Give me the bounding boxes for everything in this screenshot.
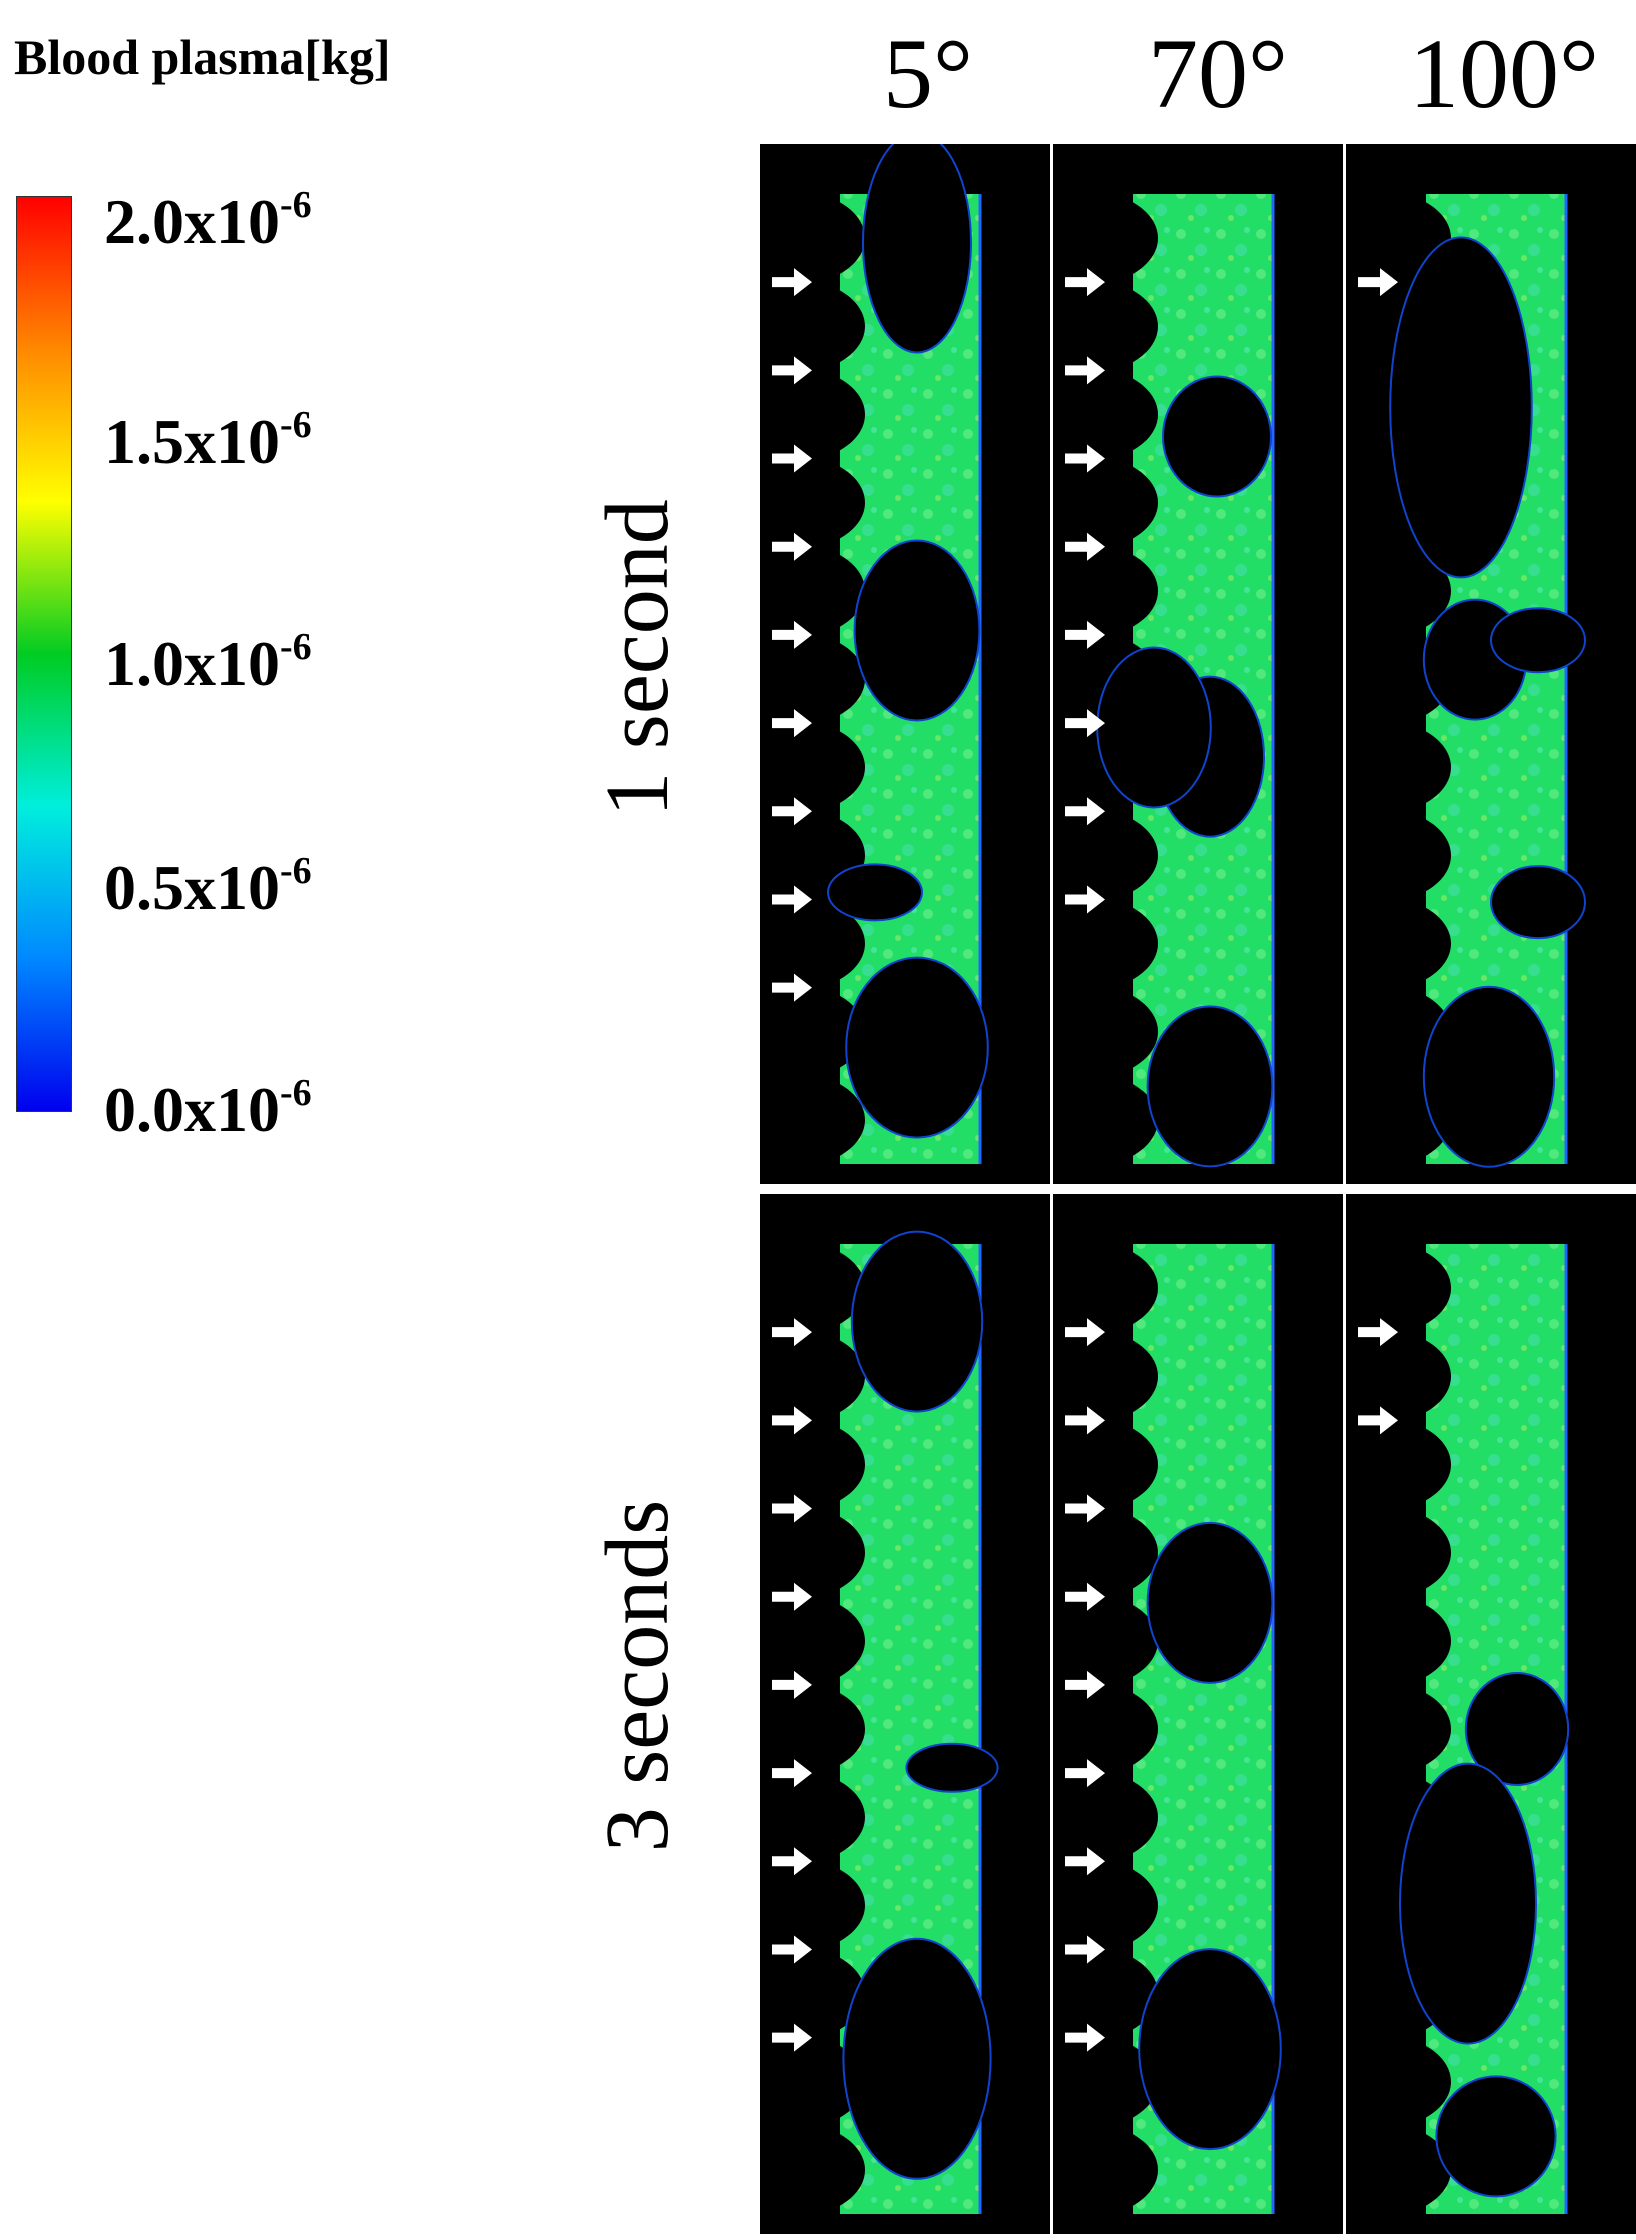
- right-wall: [980, 194, 1050, 1164]
- air-void-bubble: [1146, 1005, 1274, 1168]
- white-arrow-marker: [772, 356, 812, 385]
- air-void-bubble: [1464, 1672, 1570, 1786]
- air-void-bubble: [1389, 236, 1533, 579]
- simulation-panel: [1346, 144, 1636, 1184]
- air-void-bubble: [827, 863, 923, 922]
- white-arrow-marker: [1065, 268, 1105, 297]
- colorbar-tick-min: 0.0x10-6: [104, 1072, 312, 1145]
- column-label-5deg: 5°: [883, 18, 973, 129]
- legend-title: Blood plasma[kg]: [14, 29, 391, 85]
- white-arrow-marker: [1065, 1318, 1105, 1347]
- right-wall: [1273, 194, 1343, 1164]
- white-arrow-marker: [772, 532, 812, 561]
- white-arrow-marker: [1065, 356, 1105, 385]
- white-arrow-marker: [1358, 1318, 1398, 1347]
- air-void-bubble: [905, 1742, 999, 1793]
- air-void-bubble: [1096, 646, 1212, 809]
- white-arrow-marker: [772, 885, 812, 914]
- air-void-bubble: [1490, 607, 1586, 674]
- white-arrow-marker: [772, 444, 812, 473]
- white-arrow-marker: [772, 709, 812, 738]
- white-arrow-marker: [1065, 1935, 1105, 1964]
- simulation-panel: [1346, 1194, 1636, 2234]
- white-arrow-marker: [772, 1582, 812, 1611]
- white-arrow-marker: [1065, 1670, 1105, 1699]
- white-arrow-marker: [1065, 1582, 1105, 1611]
- white-arrow-marker: [1065, 444, 1105, 473]
- white-arrow-marker: [1065, 532, 1105, 561]
- wavy-wall: [1053, 194, 1158, 1164]
- white-arrow-marker: [772, 620, 812, 649]
- column-label-100deg: 100°: [1409, 18, 1599, 129]
- air-void-bubble: [1422, 985, 1556, 1168]
- colorbar-tick-low: 0.5x10-6: [104, 850, 312, 923]
- white-arrow-marker: [1065, 709, 1105, 738]
- white-arrow-marker: [772, 1935, 812, 1964]
- wavy-wall: [760, 194, 865, 1164]
- air-void-bubble: [1146, 1521, 1274, 1684]
- white-arrow-marker: [1358, 268, 1398, 297]
- white-arrow-marker: [1065, 1406, 1105, 1435]
- white-arrow-marker: [772, 1759, 812, 1788]
- air-void-bubble: [1399, 1762, 1537, 2045]
- column-label-70deg: 70°: [1148, 18, 1288, 129]
- air-void-bubble: [1435, 2075, 1557, 2198]
- air-void-bubble: [853, 539, 981, 722]
- wavy-wall: [1053, 1244, 1158, 2214]
- white-arrow-marker: [772, 1847, 812, 1876]
- white-arrow-marker: [772, 1406, 812, 1435]
- colorbar-tick-high: 1.5x10-6: [104, 404, 312, 477]
- simulation-panel: [1053, 144, 1343, 1184]
- white-arrow-marker: [1065, 2023, 1105, 2052]
- simulation-panel: [760, 144, 1050, 1184]
- colorbar: [16, 196, 72, 1112]
- white-arrow-marker: [1065, 620, 1105, 649]
- wavy-wall: [1346, 1244, 1451, 2214]
- row-label-3-seconds: 3 seconds: [588, 1499, 687, 1853]
- right-wall: [1273, 1244, 1343, 2214]
- air-void-bubble: [1138, 1948, 1282, 2151]
- white-arrow-marker: [1065, 885, 1105, 914]
- simulation-panel: [760, 1194, 1050, 2234]
- air-void-bubble: [1490, 865, 1586, 940]
- row-label-1-second: 1 second: [588, 499, 687, 817]
- right-wall: [1566, 1244, 1636, 2214]
- air-void-bubble: [842, 1937, 992, 2180]
- white-arrow-marker: [1065, 797, 1105, 826]
- white-arrow-marker: [1065, 1759, 1105, 1788]
- right-wall: [980, 1244, 1050, 2214]
- simulation-panel-grid: [760, 144, 1636, 2234]
- white-arrow-marker: [772, 1494, 812, 1523]
- air-void-bubble: [1162, 375, 1272, 498]
- right-wall: [1566, 194, 1636, 1164]
- white-arrow-marker: [772, 2023, 812, 2052]
- air-void-bubble: [850, 1230, 984, 1413]
- white-arrow-marker: [772, 268, 812, 297]
- air-void-bubble: [845, 956, 989, 1139]
- white-arrow-marker: [1065, 1847, 1105, 1876]
- white-arrow-marker: [772, 973, 812, 1002]
- air-void-bubble: [862, 144, 972, 354]
- colorbar-tick-mid: 1.0x10-6: [104, 626, 312, 699]
- white-arrow-marker: [1358, 1406, 1398, 1435]
- white-arrow-marker: [1065, 1494, 1105, 1523]
- wavy-wall: [760, 1244, 865, 2214]
- colorbar-tick-max: 2.0x10-6: [104, 184, 312, 257]
- white-arrow-marker: [772, 797, 812, 826]
- simulation-panel: [1053, 1194, 1343, 2234]
- white-arrow-marker: [772, 1318, 812, 1347]
- white-arrow-marker: [772, 1670, 812, 1699]
